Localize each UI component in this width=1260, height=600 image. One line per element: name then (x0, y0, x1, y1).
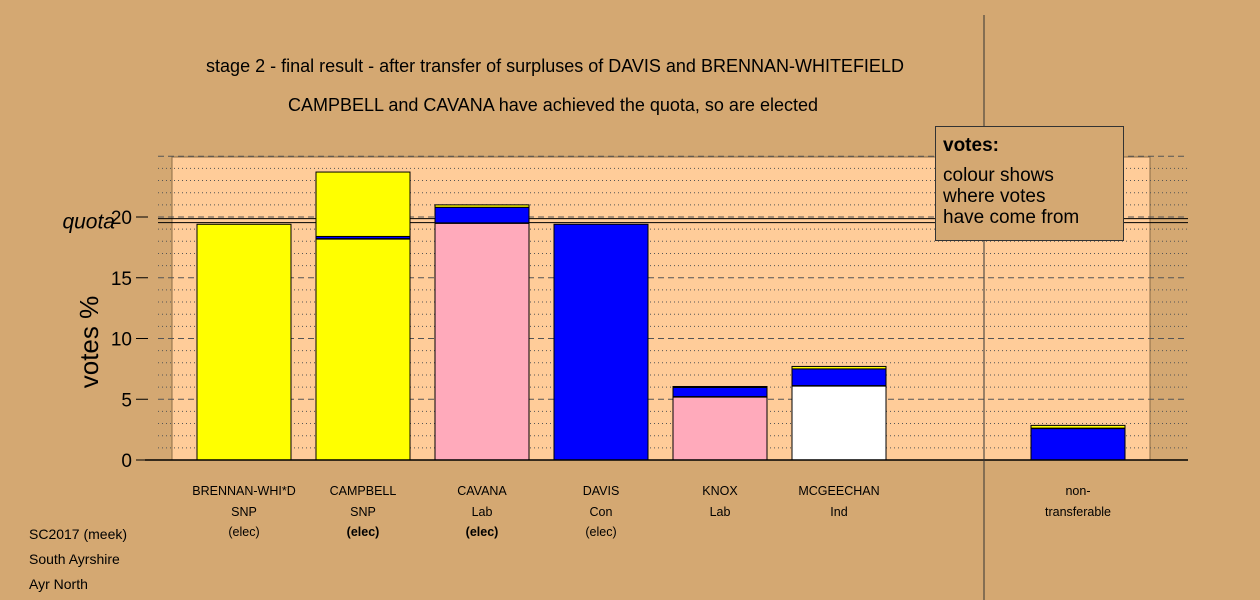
y-tick-label: 20 (111, 208, 132, 229)
y-tick-label: 15 (111, 269, 132, 290)
bar-nontransferable-segment (1030, 427, 1126, 461)
candidate-party: SNP (350, 505, 376, 519)
legend: votes: colour shows where votes have com… (935, 126, 1124, 241)
bar-mcgeechan-segment (791, 365, 887, 370)
footer-council: South Ayrshire (29, 551, 120, 567)
bar-campbell-segment (315, 171, 411, 237)
candidate-party: Con (590, 505, 613, 519)
bar-brennanwhid-segment (196, 223, 292, 461)
candidate-name: BRENNAN-WHI*D (192, 484, 295, 498)
candidate-status: (elec) (585, 525, 616, 539)
nontransferable-label: non- (1065, 484, 1090, 498)
footer-ward: Ayr North (29, 576, 88, 592)
candidate-status: (elec) (466, 525, 499, 539)
chart-subtitle: CAMPBELL and CAVANA have achieved the qu… (288, 95, 818, 115)
candidate-status: (elec) (347, 525, 380, 539)
candidate-party: Lab (710, 505, 731, 519)
legend-line-3: have come from (943, 207, 1080, 228)
legend-line-2: where votes (943, 186, 1046, 207)
candidate-name: MCGEECHAN (798, 484, 879, 498)
nontransferable-label: transferable (1045, 505, 1111, 519)
candidate-name: DAVIS (583, 484, 620, 498)
bar-knox-segment (672, 385, 768, 388)
candidate-party: Ind (830, 505, 847, 519)
bar-mcgeechan-segment (791, 385, 887, 461)
candidate-status: (elec) (228, 525, 259, 539)
candidate-name: CAMPBELL (330, 484, 397, 498)
y-tick-label: 5 (121, 390, 132, 411)
y-tick-label: 0 (121, 451, 132, 472)
quota-label: quota (62, 211, 115, 234)
candidate-name: CAVANA (457, 484, 507, 498)
bar-cavana-segment (434, 206, 530, 224)
bar-cavana-segment (434, 222, 530, 461)
bar-cavana-segment (434, 204, 530, 208)
bar-knox-segment (672, 396, 768, 461)
candidate-name: KNOX (702, 484, 738, 498)
bar-davis-segment (553, 223, 649, 461)
candidate-party: Lab (472, 505, 493, 519)
bar-campbell-segment (315, 238, 411, 461)
bar-knox-segment (672, 386, 768, 398)
y-tick-label: 10 (111, 330, 132, 351)
footer-election: SC2017 (meek) (29, 526, 128, 542)
legend-line-1: colour shows (943, 165, 1054, 186)
candidate-party: SNP (231, 505, 257, 519)
legend-title: votes: (943, 135, 999, 156)
y-axis-label: votes % (74, 296, 104, 389)
bar-mcgeechan-segment (791, 368, 887, 387)
chart-title: stage 2 - final result - after transfer … (206, 56, 904, 76)
